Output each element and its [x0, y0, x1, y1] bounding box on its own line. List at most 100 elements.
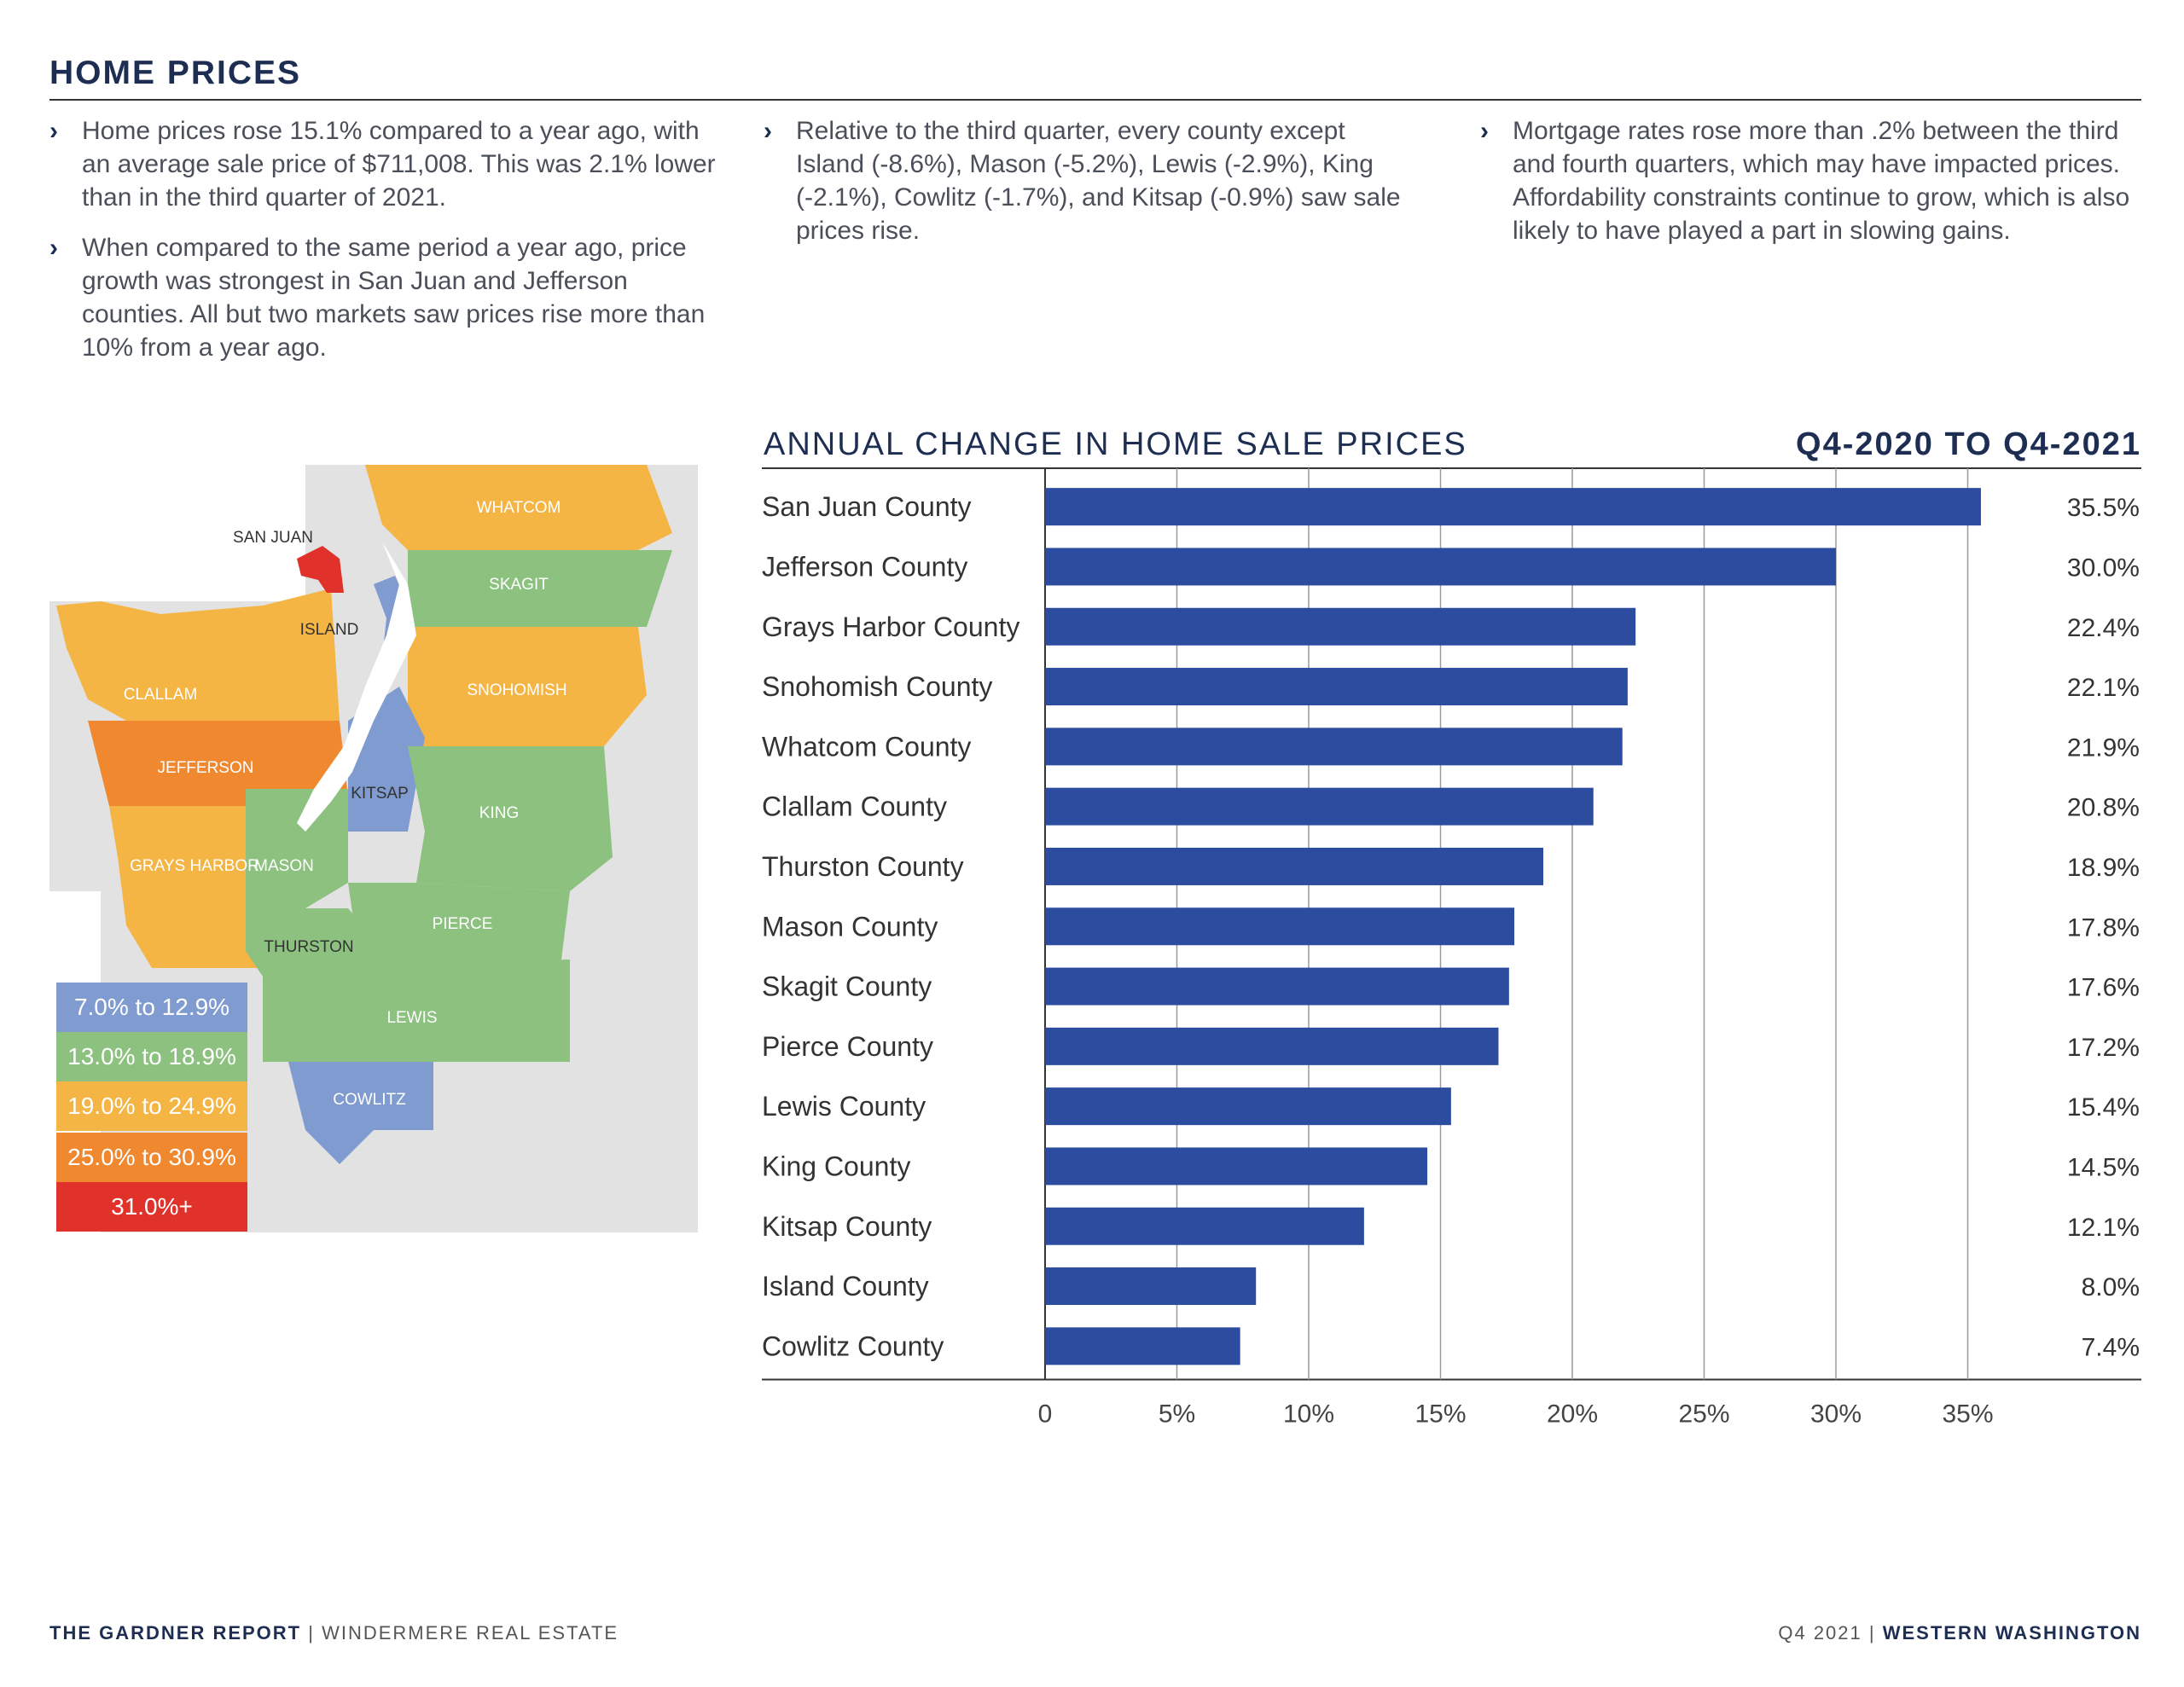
- value-label: 21.9%: [2067, 733, 2140, 762]
- county-clallam: [56, 588, 340, 725]
- county-san-juan: [297, 546, 344, 593]
- category-label: Pierce County: [762, 1031, 933, 1062]
- bar: [1045, 847, 1544, 885]
- bar: [1045, 967, 1509, 1006]
- map-label-clallam: CLALLAM: [124, 686, 198, 704]
- category-label: Snohomish County: [762, 671, 992, 702]
- bullet-text: Relative to the third quarter, every cou…: [796, 117, 1401, 245]
- county-whatcom: [365, 465, 672, 550]
- category-label: Kitsap County: [762, 1211, 932, 1242]
- value-label: 14.5%: [2067, 1153, 2140, 1181]
- county-snohomish: [408, 627, 647, 746]
- category-label: Clallam County: [762, 791, 947, 822]
- map-label-whatcom: WHATCOM: [477, 499, 561, 517]
- bar: [1045, 1207, 1364, 1245]
- value-label: 17.8%: [2067, 913, 2140, 942]
- map-label-san-juan: SAN JUAN: [233, 529, 313, 547]
- footer-report-name: THE GARDNER REPORT: [49, 1622, 302, 1644]
- bullet-item: › Relative to the third quarter, every c…: [764, 114, 1412, 247]
- map-label-island: ISLAND: [300, 621, 359, 639]
- county-king: [408, 746, 613, 891]
- category-label: Skagit County: [762, 971, 932, 1002]
- bullet-text: Mortgage rates rose more than .2% betwee…: [1513, 117, 2130, 245]
- footer-region: WESTERN WASHINGTON: [1882, 1622, 2141, 1644]
- category-label: Thurston County: [762, 851, 964, 882]
- map-label-mason: MASON: [254, 857, 314, 875]
- bar: [1045, 607, 1636, 646]
- bullet-item: › Mortgage rates rose more than .2% betw…: [1480, 114, 2154, 247]
- bar: [1045, 1327, 1240, 1365]
- bullet-text: When compared to the same period a year …: [82, 234, 706, 362]
- footer-separator: |: [1868, 1622, 1876, 1644]
- legend-item-mid: 13.0% to 18.9%: [56, 1032, 247, 1081]
- chart-title: ANNUAL CHANGE IN HOME SALE PRICES: [764, 426, 1467, 462]
- category-label: King County: [762, 1151, 910, 1181]
- x-tick-label: 30%: [1810, 1400, 1862, 1429]
- category-label: Cowlitz County: [762, 1330, 944, 1361]
- legend-item-higher: 25.0% to 30.9%: [56, 1133, 247, 1182]
- legend-item-top: 31.0%+: [56, 1182, 247, 1232]
- value-label: 30.0%: [2067, 554, 2140, 582]
- puget-sound-water: [297, 542, 416, 832]
- bullet-item: › Home prices rose 15.1% compared to a y…: [49, 114, 732, 214]
- x-tick-label: 0: [1038, 1400, 1053, 1429]
- bar: [1045, 728, 1623, 766]
- category-label: Grays Harbor County: [762, 612, 1019, 642]
- county-thurston: [246, 908, 408, 977]
- map-label-king: KING: [479, 804, 519, 822]
- map-label-kitsap: KITSAP: [351, 785, 409, 803]
- legend-item-low: 7.0% to 12.9%: [56, 983, 247, 1032]
- title-divider: [49, 99, 2141, 101]
- value-label: 17.2%: [2067, 1034, 2140, 1062]
- x-tick-label: 35%: [1942, 1400, 1993, 1429]
- chevron-right-icon: ›: [764, 117, 772, 145]
- map-label-skagit: SKAGIT: [489, 576, 549, 594]
- value-label: 8.0%: [2082, 1273, 2140, 1301]
- county-lewis: [263, 959, 570, 1062]
- page-title: HOME PRICES: [49, 55, 302, 91]
- x-tick-label: 5%: [1159, 1400, 1195, 1429]
- map-label-cowlitz: COWLITZ: [333, 1091, 406, 1109]
- x-tick-label: 15%: [1414, 1400, 1466, 1429]
- category-label: Jefferson County: [762, 551, 967, 582]
- county-jefferson: [88, 721, 348, 806]
- map-label-jefferson: JEFFERSON: [158, 759, 254, 777]
- county-skagit: [408, 550, 672, 627]
- bar: [1045, 1027, 1499, 1065]
- map-label-thurston: THURSTON: [264, 938, 353, 956]
- county-cowlitz: [288, 1062, 433, 1164]
- bar: [1045, 1147, 1428, 1186]
- bullets-column-2: › Relative to the third quarter, every c…: [764, 114, 1412, 264]
- value-label: 35.5%: [2067, 494, 2140, 522]
- chevron-right-icon: ›: [1480, 117, 1489, 145]
- value-label: 20.8%: [2067, 794, 2140, 822]
- footer-separator: |: [308, 1622, 315, 1644]
- legend-item-high: 19.0% to 24.9%: [56, 1081, 247, 1131]
- bar: [1045, 1267, 1257, 1306]
- bullets-column-3: › Mortgage rates rose more than .2% betw…: [1480, 114, 2154, 264]
- bar: [1045, 1087, 1451, 1126]
- footer-period: Q4 2021: [1778, 1622, 1862, 1644]
- category-label: Mason County: [762, 911, 938, 942]
- x-tick-label: 25%: [1678, 1400, 1729, 1429]
- bar: [1045, 488, 1981, 526]
- value-label: 18.9%: [2067, 854, 2140, 882]
- map-label-snohomish: SNOHOMISH: [467, 681, 566, 699]
- footer-right: Q4 2021 | WESTERN WASHINGTON: [1778, 1622, 2141, 1644]
- chevron-right-icon: ›: [49, 234, 58, 262]
- category-label: San Juan County: [762, 491, 972, 522]
- value-label: 17.6%: [2067, 974, 2140, 1002]
- value-label: 15.4%: [2067, 1093, 2140, 1122]
- bullet-text: Home prices rose 15.1% compared to a yea…: [82, 117, 716, 212]
- category-label: Island County: [762, 1271, 929, 1301]
- chevron-right-icon: ›: [49, 117, 58, 145]
- bar: [1045, 907, 1515, 946]
- category-label: Lewis County: [762, 1091, 926, 1122]
- map-label-grays-harbor: GRAYS HARBOR: [130, 857, 259, 875]
- bar: [1045, 787, 1594, 826]
- x-tick-label: 10%: [1283, 1400, 1334, 1429]
- bar: [1045, 548, 1836, 586]
- county-pierce: [348, 883, 570, 977]
- bar-chart: 0 5% 10% 15% 20% 25% 30% 35% San Juan County 35.5…: [762, 467, 2141, 1429]
- value-label: 22.1%: [2067, 674, 2140, 702]
